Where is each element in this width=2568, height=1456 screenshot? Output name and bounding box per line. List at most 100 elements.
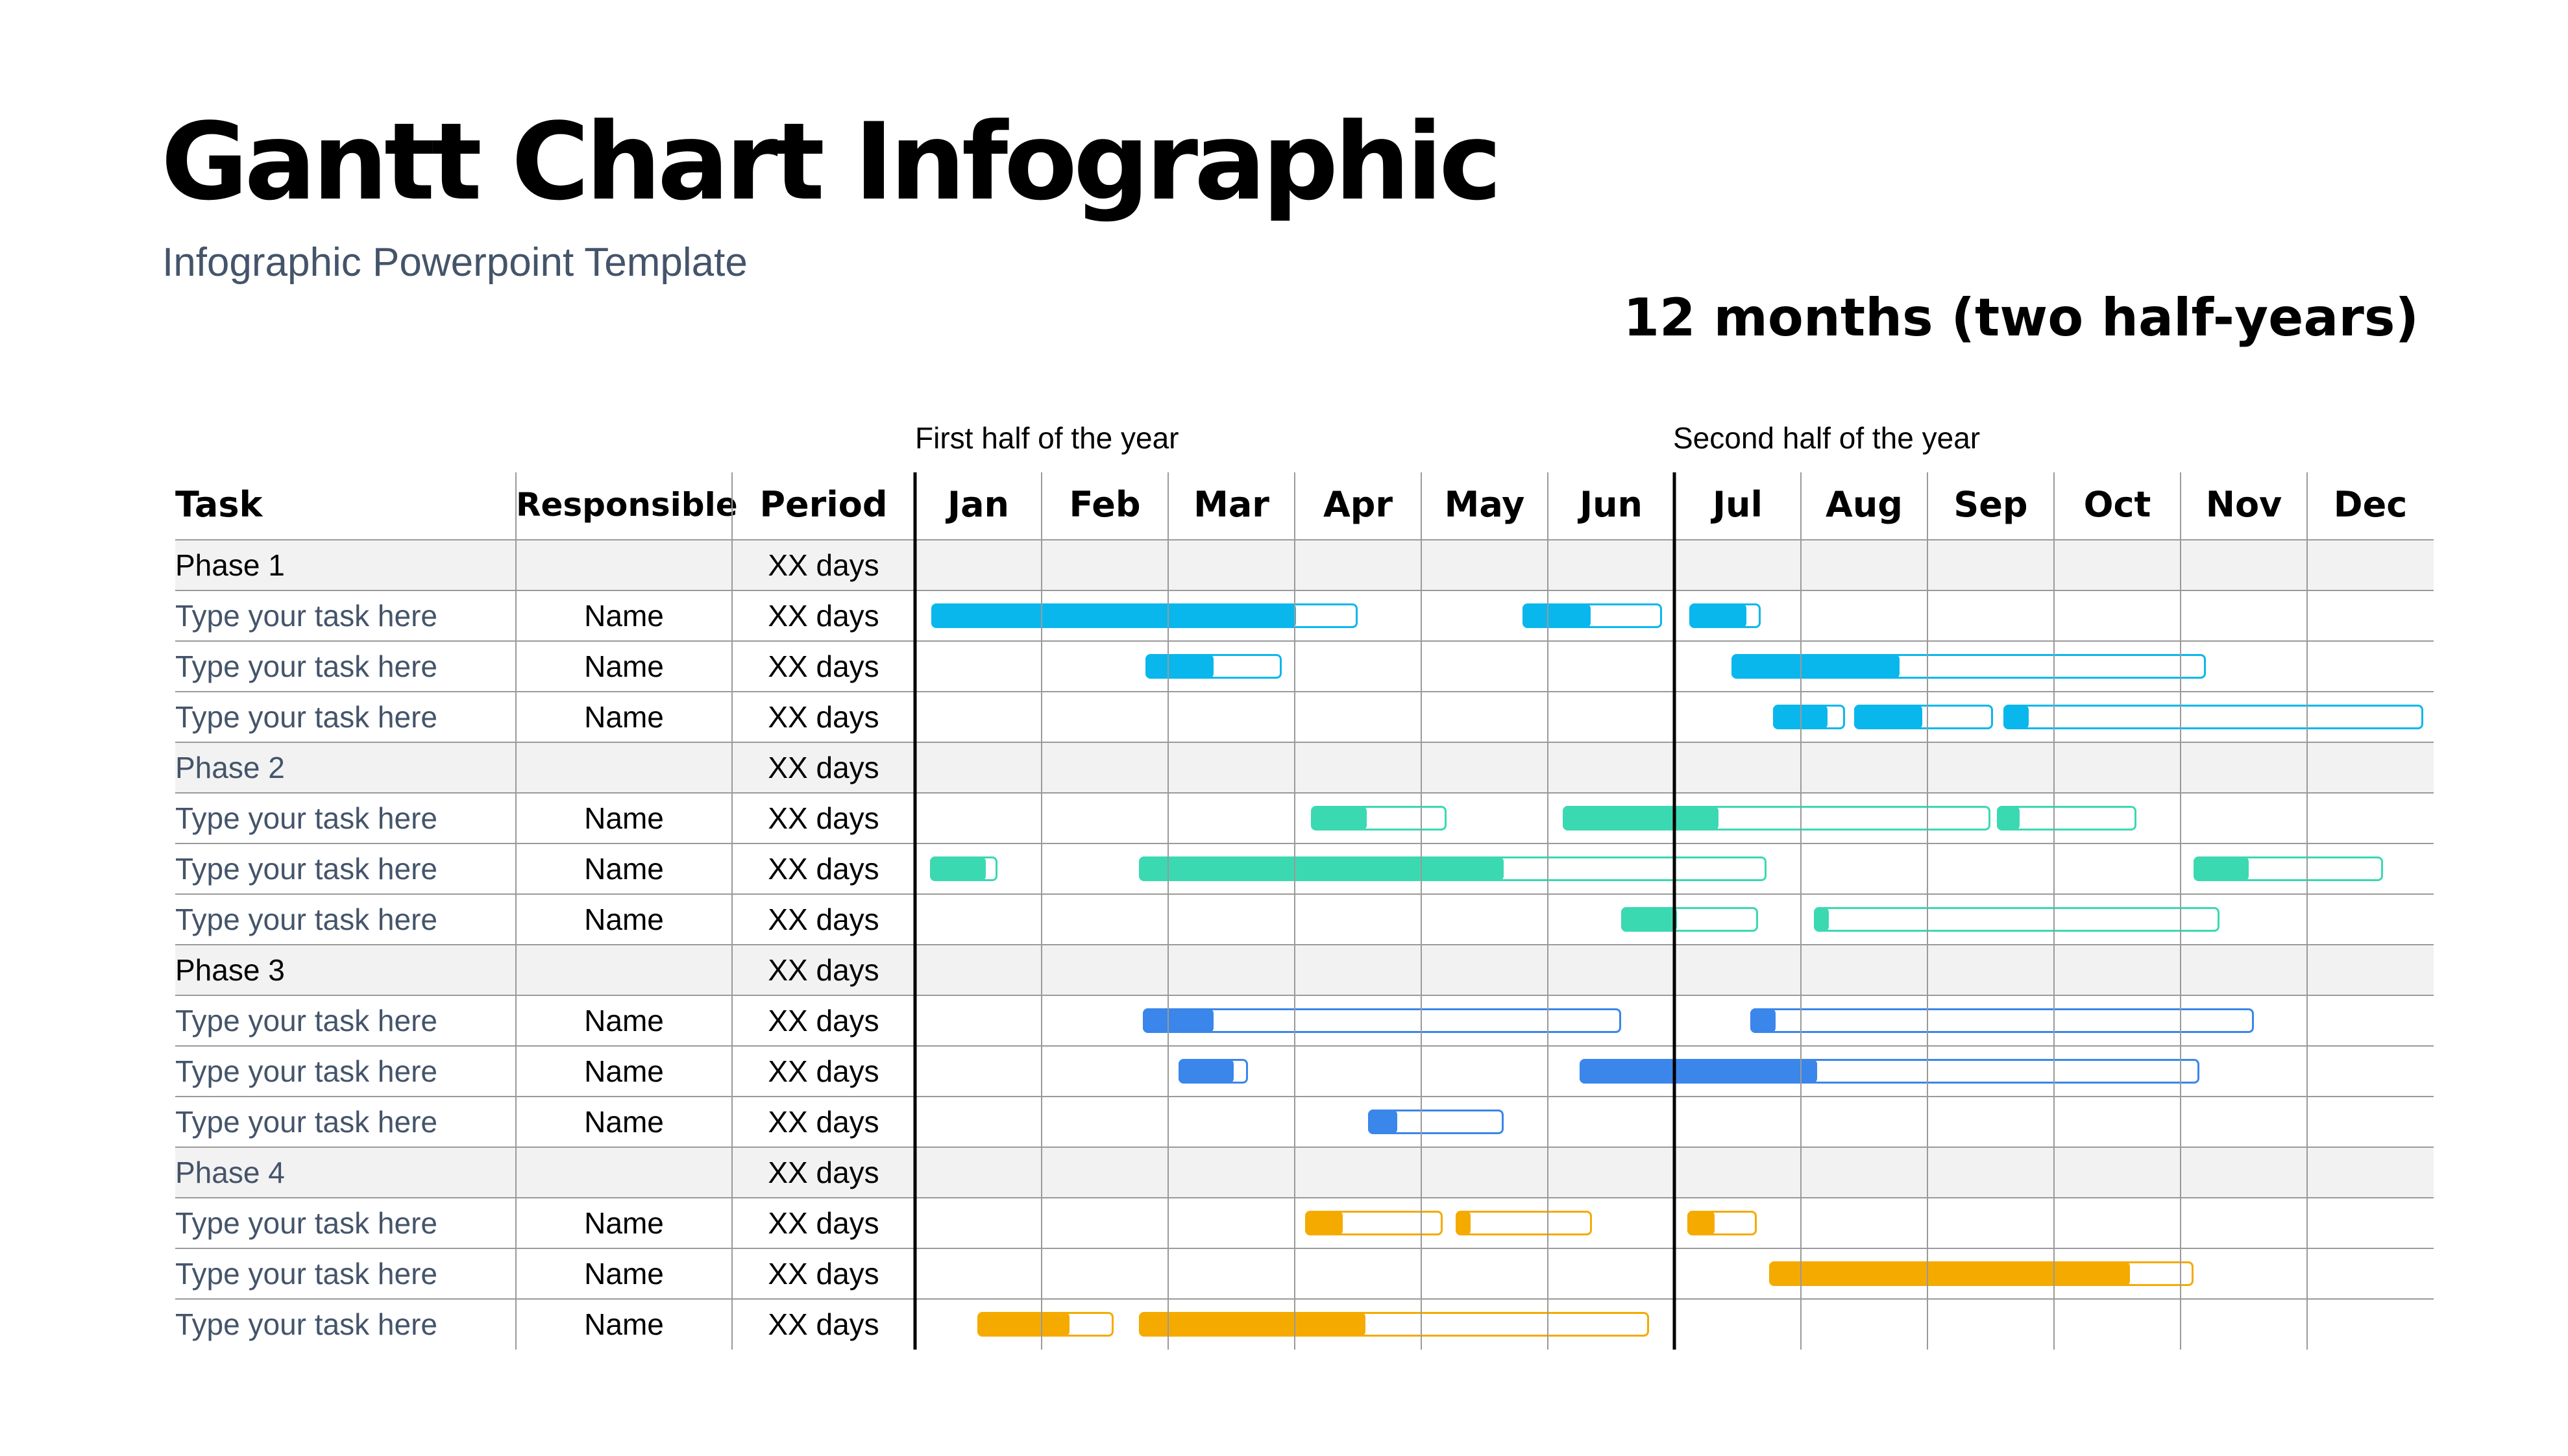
- responsible-cell: Name: [584, 1054, 664, 1088]
- task-bar-progress: [1311, 806, 1367, 831]
- period-cell: XX days: [768, 1156, 879, 1189]
- column-header-task: Task: [175, 484, 263, 525]
- responsible-cell: Name: [584, 1257, 664, 1291]
- responsible-cell: Name: [584, 801, 664, 835]
- month-header-feb: Feb: [1069, 484, 1141, 525]
- task-bar-progress: [931, 603, 1296, 628]
- task-label: Type your task here: [175, 852, 437, 886]
- task-bar-progress: [977, 1312, 1070, 1337]
- task-bar-progress: [1139, 856, 1504, 881]
- task-bar-progress: [2003, 705, 2029, 729]
- responsible-cell: Name: [584, 1307, 664, 1341]
- task-label: Type your task here: [175, 801, 437, 835]
- period-cell: XX days: [768, 1054, 879, 1088]
- month-header-aug: Aug: [1826, 484, 1903, 525]
- task-bar-progress: [1997, 806, 2020, 831]
- task-label: Type your task here: [175, 700, 437, 734]
- period-cell: XX days: [768, 1257, 879, 1291]
- task-bar-progress: [1579, 1059, 1818, 1084]
- task-label: Type your task here: [175, 1004, 437, 1037]
- task-bar-progress: [2193, 856, 2249, 881]
- task-bar-progress: [1522, 603, 1591, 628]
- responsible-cell: Name: [584, 903, 664, 936]
- responsible-cell: Name: [584, 1004, 664, 1037]
- month-header-jan: Jan: [948, 484, 1009, 525]
- month-header-may: May: [1444, 484, 1525, 525]
- column-header-responsible: Responsible: [516, 486, 738, 524]
- page-title: Gantt Chart Infographic: [161, 100, 1502, 224]
- task-bar-progress: [1455, 1211, 1471, 1235]
- task-label: Type your task here: [175, 1257, 437, 1291]
- period-cell: XX days: [768, 852, 879, 886]
- month-header-dec: Dec: [2333, 484, 2408, 525]
- task-bar[interactable]: [1997, 806, 2136, 831]
- month-header-mar: Mar: [1193, 484, 1269, 525]
- month-header-jun: Jun: [1580, 484, 1643, 525]
- period-cell: XX days: [768, 1206, 879, 1240]
- period-cell: XX days: [768, 1307, 879, 1341]
- task-bar[interactable]: [1455, 1211, 1593, 1235]
- responsible-cell: Name: [584, 1105, 664, 1139]
- task-bar-progress: [1143, 1008, 1214, 1033]
- period-cell: XX days: [768, 548, 879, 582]
- task-bar-progress: [1731, 654, 1900, 679]
- month-header-apr: Apr: [1323, 484, 1393, 525]
- task-bar-progress: [1769, 1261, 2130, 1286]
- task-bar-progress: [930, 856, 986, 881]
- task-label: Type your task here: [175, 599, 437, 633]
- task-bar-progress: [1178, 1059, 1234, 1084]
- task-bar-progress: [1750, 1008, 1776, 1033]
- task-bar-progress: [1368, 1110, 1397, 1134]
- task-bar[interactable]: [1750, 1008, 2255, 1033]
- month-header-oct: Oct: [2083, 484, 2151, 525]
- month-header-jul: Jul: [1712, 484, 1763, 525]
- second-half-label: Second half of the year: [1673, 421, 1981, 455]
- period-cell: XX days: [768, 751, 879, 784]
- phase-label: Phase 1: [175, 548, 285, 582]
- task-bar-progress: [1853, 705, 1923, 729]
- period-cell: XX days: [768, 649, 879, 683]
- task-bar-progress: [1139, 1312, 1366, 1337]
- duration-label: 12 months (two half-years): [1623, 287, 2419, 348]
- task-bar-progress: [1621, 907, 1677, 932]
- phase-label: Phase 3: [175, 953, 285, 987]
- responsible-cell: Name: [584, 700, 664, 734]
- responsible-cell: Name: [584, 649, 664, 683]
- responsible-cell: Name: [584, 1206, 664, 1240]
- period-cell: XX days: [768, 700, 879, 734]
- task-label: Type your task here: [175, 1054, 437, 1088]
- phase-row-background: [175, 1147, 2434, 1198]
- responsible-cell: Name: [584, 852, 664, 886]
- task-label: Type your task here: [175, 649, 437, 683]
- month-header-nov: Nov: [2205, 484, 2282, 525]
- period-cell: XX days: [768, 1004, 879, 1037]
- task-bar-progress: [1687, 1211, 1715, 1235]
- task-label: Type your task here: [175, 1206, 437, 1240]
- task-bar-progress: [1304, 1211, 1343, 1235]
- responsible-cell: Name: [584, 599, 664, 633]
- period-cell: XX days: [768, 1105, 879, 1139]
- column-header-period: Period: [759, 484, 888, 525]
- phase-label: Phase 2: [175, 751, 285, 784]
- phase-row-background: [175, 945, 2434, 995]
- task-label: Type your task here: [175, 1105, 437, 1139]
- period-cell: XX days: [768, 953, 879, 987]
- phase-row-background: [175, 742, 2434, 793]
- task-bar-progress: [1689, 603, 1747, 628]
- task-bar[interactable]: [2003, 705, 2424, 729]
- period-cell: XX days: [768, 903, 879, 936]
- phase-row-background: [175, 540, 2434, 590]
- task-label: Type your task here: [175, 1307, 437, 1341]
- phase-label: Phase 4: [175, 1156, 285, 1189]
- task-bar[interactable]: [1143, 1008, 1622, 1033]
- first-half-label: First half of the year: [915, 421, 1179, 455]
- task-label: Type your task here: [175, 903, 437, 936]
- task-bar-progress: [1813, 907, 1829, 932]
- task-bar-progress: [1145, 654, 1214, 679]
- period-cell: XX days: [768, 599, 879, 633]
- task-bar-progress: [1563, 806, 1719, 831]
- month-header-sep: Sep: [1953, 484, 2028, 525]
- period-cell: XX days: [768, 801, 879, 835]
- page-subtitle: Infographic Powerpoint Template: [162, 240, 748, 285]
